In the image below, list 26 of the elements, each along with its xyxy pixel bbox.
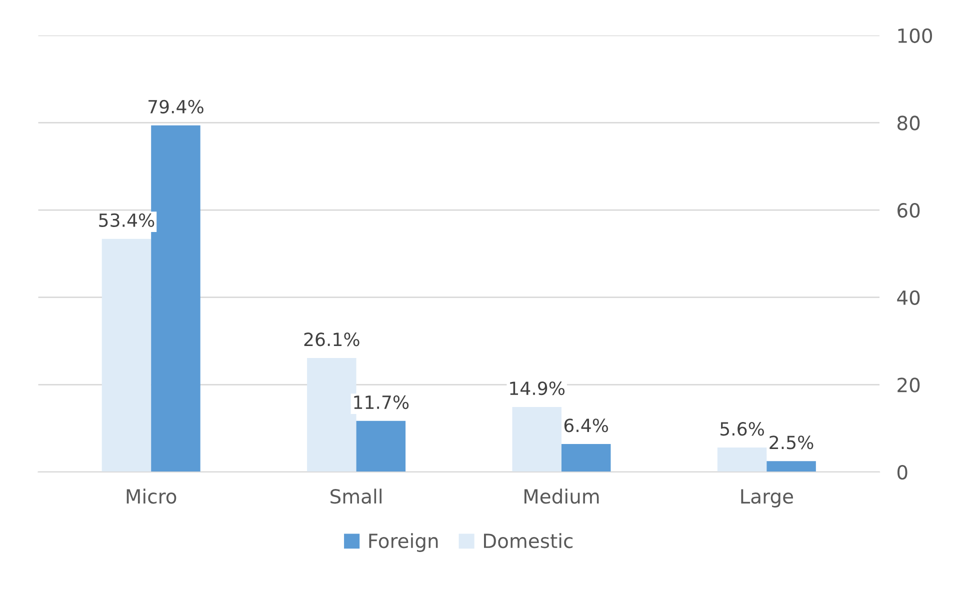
data-label: 6.4%	[564, 418, 608, 432]
bar	[717, 448, 767, 472]
data-label: 11.7%	[354, 395, 409, 410]
y-tick-label: 60	[898, 202, 920, 218]
data-label: 79.4%	[148, 100, 204, 114]
legend-label: Foreign	[369, 533, 438, 552]
data-label: 2.5%	[770, 436, 814, 450]
bar	[561, 444, 611, 472]
y-tick-label: 80	[898, 116, 920, 130]
bar	[512, 406, 562, 472]
data-label: 14.9%	[510, 381, 565, 396]
bar	[356, 420, 406, 472]
legend-label: Domestic	[484, 533, 573, 548]
bar	[102, 238, 152, 472]
data-label: 53.4%	[99, 213, 154, 228]
y-tick-label: 20	[898, 378, 920, 392]
data-label: 26.1%	[304, 332, 360, 346]
bar	[766, 461, 816, 472]
y-tick-label: 100	[898, 28, 932, 44]
data-label: 5.6%	[720, 422, 764, 436]
y-tick-label: 40	[897, 290, 920, 306]
x-tick-label: Small	[330, 488, 382, 504]
y-tick-label: 0	[897, 464, 908, 480]
x-tick-label: Medium	[524, 488, 599, 504]
x-tick-label: Large	[741, 489, 793, 508]
x-tick-label: Micro	[126, 488, 176, 504]
